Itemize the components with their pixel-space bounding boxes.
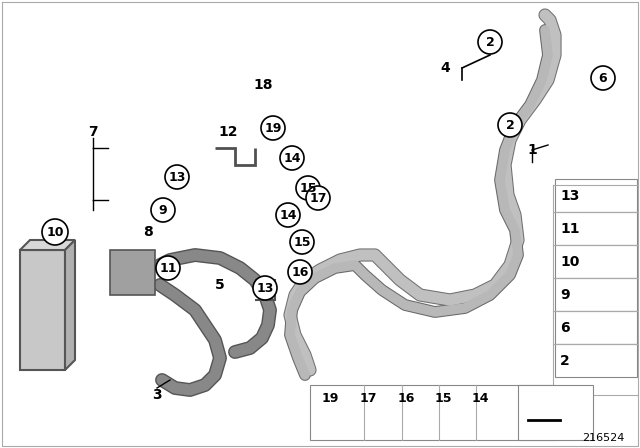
- Text: 15: 15: [293, 236, 311, 249]
- Bar: [555, 212, 637, 245]
- Text: 16: 16: [291, 266, 308, 279]
- Polygon shape: [528, 425, 555, 435]
- Text: 2: 2: [506, 119, 515, 132]
- Text: 13: 13: [560, 189, 579, 203]
- Polygon shape: [65, 240, 75, 370]
- Text: 13: 13: [256, 281, 274, 294]
- Text: 9: 9: [560, 288, 570, 302]
- Bar: [555, 278, 637, 311]
- Text: 19: 19: [322, 392, 339, 405]
- Bar: [555, 311, 637, 344]
- Circle shape: [261, 116, 285, 140]
- Circle shape: [253, 276, 277, 300]
- Text: 11: 11: [159, 262, 177, 275]
- Circle shape: [151, 198, 175, 222]
- Text: 3: 3: [152, 388, 162, 402]
- Text: 10: 10: [560, 255, 579, 269]
- Text: 15: 15: [435, 392, 452, 405]
- Circle shape: [280, 146, 304, 170]
- Polygon shape: [110, 250, 155, 295]
- Circle shape: [306, 186, 330, 210]
- Text: 19: 19: [264, 121, 282, 134]
- Text: 17: 17: [309, 191, 327, 204]
- Circle shape: [290, 230, 314, 254]
- Circle shape: [591, 66, 615, 90]
- Text: 18: 18: [253, 78, 273, 92]
- Text: 15: 15: [300, 181, 317, 194]
- Text: 5: 5: [215, 278, 225, 292]
- Text: 2: 2: [486, 35, 494, 48]
- Text: 9: 9: [159, 203, 167, 216]
- Text: 1: 1: [527, 143, 537, 157]
- Text: 14: 14: [279, 208, 297, 221]
- Circle shape: [288, 260, 312, 284]
- Circle shape: [478, 30, 502, 54]
- Text: 17: 17: [360, 392, 378, 405]
- Text: 2: 2: [560, 354, 570, 368]
- Bar: [555, 344, 637, 377]
- Text: 11: 11: [560, 222, 579, 236]
- Text: 6: 6: [598, 72, 607, 85]
- Bar: [310, 385, 555, 440]
- Text: 6: 6: [560, 321, 570, 335]
- Text: 13: 13: [168, 171, 186, 184]
- Polygon shape: [20, 240, 75, 250]
- Bar: [518, 385, 593, 440]
- Circle shape: [165, 165, 189, 189]
- Bar: [555, 245, 637, 278]
- Circle shape: [498, 113, 522, 137]
- Polygon shape: [20, 250, 65, 370]
- Circle shape: [156, 256, 180, 280]
- Text: 12: 12: [218, 125, 237, 139]
- Text: 7: 7: [88, 125, 98, 139]
- Circle shape: [42, 219, 68, 245]
- Text: 10: 10: [46, 225, 64, 238]
- Text: 16: 16: [398, 392, 415, 405]
- Text: 14: 14: [472, 392, 490, 405]
- Text: 4: 4: [440, 61, 450, 75]
- Circle shape: [276, 203, 300, 227]
- Bar: [555, 179, 637, 212]
- Circle shape: [296, 176, 320, 200]
- Text: 216524: 216524: [582, 433, 624, 443]
- Text: 8: 8: [143, 225, 153, 239]
- Text: 14: 14: [284, 151, 301, 164]
